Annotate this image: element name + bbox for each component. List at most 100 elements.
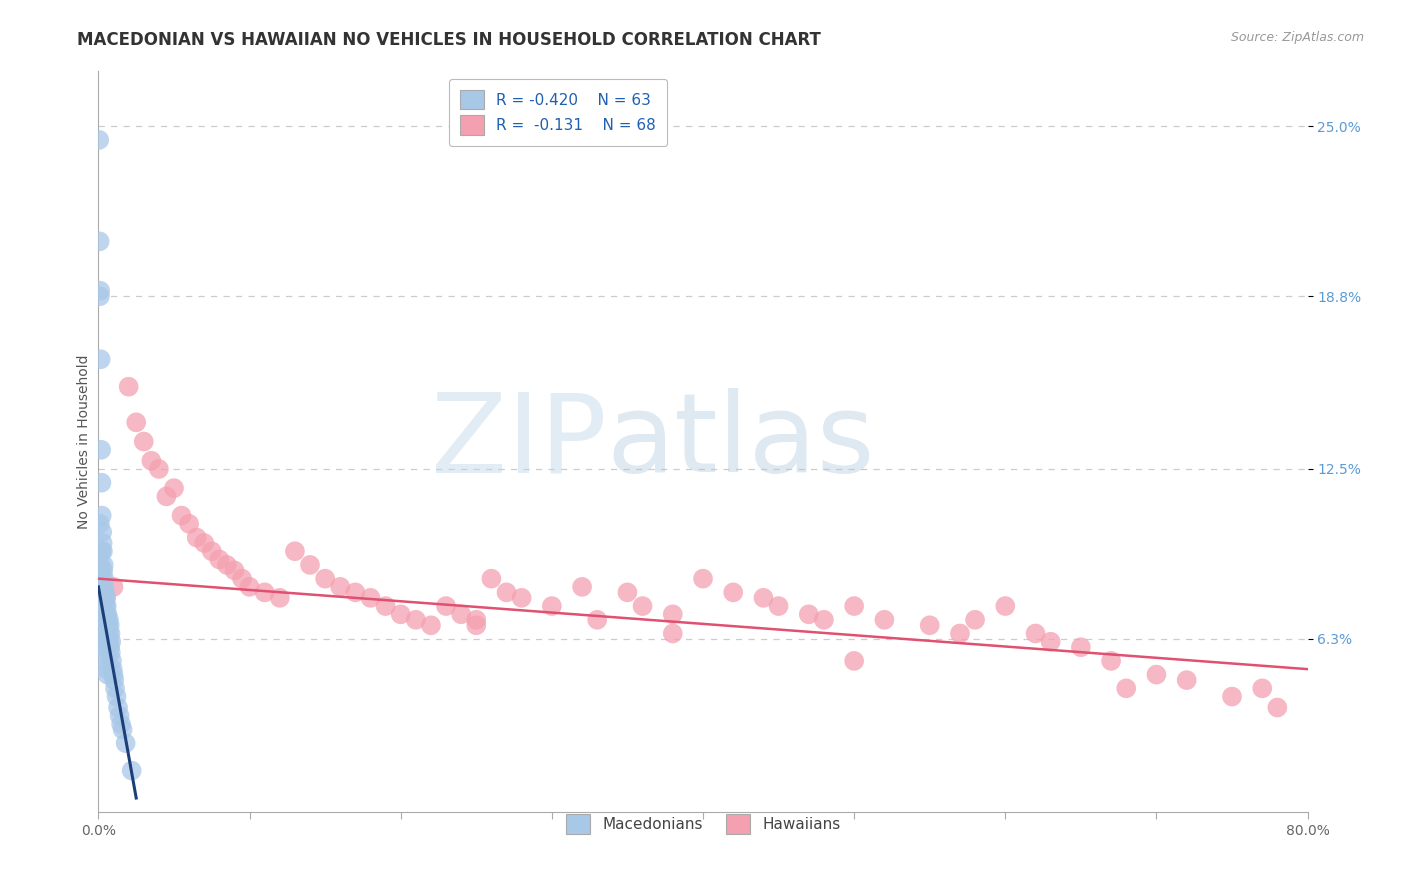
Point: [121, 764, 143, 778]
Point: [101, 662, 124, 676]
Text: MACEDONIAN VS HAWAIIAN NO VEHICLES IN HOUSEHOLD CORRELATION CHART: MACEDONIAN VS HAWAIIAN NO VEHICLES IN HO…: [77, 31, 821, 49]
Text: Source: ZipAtlas.com: Source: ZipAtlas.com: [1230, 31, 1364, 45]
Point: [100, 626, 122, 640]
Point: [231, 572, 253, 586]
Point: [465, 613, 488, 627]
Point: [93, 640, 115, 655]
Point: [111, 723, 134, 737]
Point: [465, 618, 488, 632]
Point: [1115, 681, 1137, 696]
Point: [616, 585, 638, 599]
Point: [1146, 667, 1168, 681]
Point: [186, 531, 208, 545]
Point: [586, 613, 609, 627]
Point: [91, 572, 114, 586]
Point: [93, 580, 115, 594]
Point: [389, 607, 412, 622]
Point: [90, 572, 112, 586]
Point: [103, 673, 125, 687]
Point: [405, 613, 427, 627]
Point: [661, 626, 683, 640]
Y-axis label: No Vehicles in Household: No Vehicles in Household: [77, 354, 91, 529]
Point: [89, 235, 111, 249]
Point: [103, 580, 125, 594]
Point: [1024, 626, 1046, 640]
Point: [239, 580, 262, 594]
Point: [118, 380, 141, 394]
Point: [94, 654, 117, 668]
Point: [170, 508, 193, 523]
Point: [434, 599, 457, 613]
Point: [90, 442, 112, 457]
Point: [93, 634, 115, 648]
Point: [98, 613, 121, 627]
Point: [114, 736, 136, 750]
Point: [284, 544, 307, 558]
Point: [96, 607, 118, 622]
Point: [510, 591, 533, 605]
Point: [723, 585, 745, 599]
Point: [631, 599, 654, 613]
Point: [495, 585, 517, 599]
Point: [571, 580, 593, 594]
Point: [661, 607, 683, 622]
Point: [89, 289, 111, 303]
Point: [1070, 640, 1092, 655]
Point: [965, 613, 987, 627]
Point: [1220, 690, 1243, 704]
Point: [90, 580, 112, 594]
Point: [125, 415, 148, 429]
Point: [141, 454, 163, 468]
Point: [450, 607, 472, 622]
Point: [94, 599, 117, 613]
Point: [148, 462, 170, 476]
Point: [949, 626, 972, 640]
Point: [91, 563, 114, 577]
Point: [692, 572, 714, 586]
Point: [1175, 673, 1198, 687]
Point: [994, 599, 1017, 613]
Point: [844, 599, 866, 613]
Point: [90, 352, 112, 367]
Point: [90, 475, 112, 490]
Point: [94, 646, 117, 660]
Point: [89, 516, 111, 531]
Point: [91, 626, 114, 640]
Point: [90, 599, 112, 613]
Point: [89, 558, 111, 572]
Point: [90, 544, 112, 558]
Point: [481, 572, 503, 586]
Point: [93, 572, 115, 586]
Text: atlas: atlas: [606, 388, 875, 495]
Point: [360, 591, 382, 605]
Point: [179, 516, 201, 531]
Point: [91, 536, 114, 550]
Point: [1251, 681, 1274, 696]
Point: [94, 585, 117, 599]
Point: [918, 618, 941, 632]
Point: [90, 544, 112, 558]
Point: [540, 599, 562, 613]
Point: [215, 558, 238, 572]
Point: [329, 580, 352, 594]
Point: [797, 607, 820, 622]
Point: [108, 708, 131, 723]
Point: [873, 613, 896, 627]
Point: [91, 607, 114, 622]
Point: [89, 133, 111, 147]
Legend: Macedonians, Hawaiians: Macedonians, Hawaiians: [555, 804, 851, 845]
Point: [90, 508, 112, 523]
Point: [90, 613, 112, 627]
Point: [253, 585, 276, 599]
Point: [844, 654, 866, 668]
Point: [89, 284, 111, 298]
Point: [768, 599, 790, 613]
Point: [100, 646, 122, 660]
Point: [94, 591, 117, 605]
Point: [299, 558, 322, 572]
Point: [107, 700, 129, 714]
Point: [98, 640, 121, 655]
Point: [104, 681, 127, 696]
Point: [813, 613, 835, 627]
Point: [163, 481, 186, 495]
